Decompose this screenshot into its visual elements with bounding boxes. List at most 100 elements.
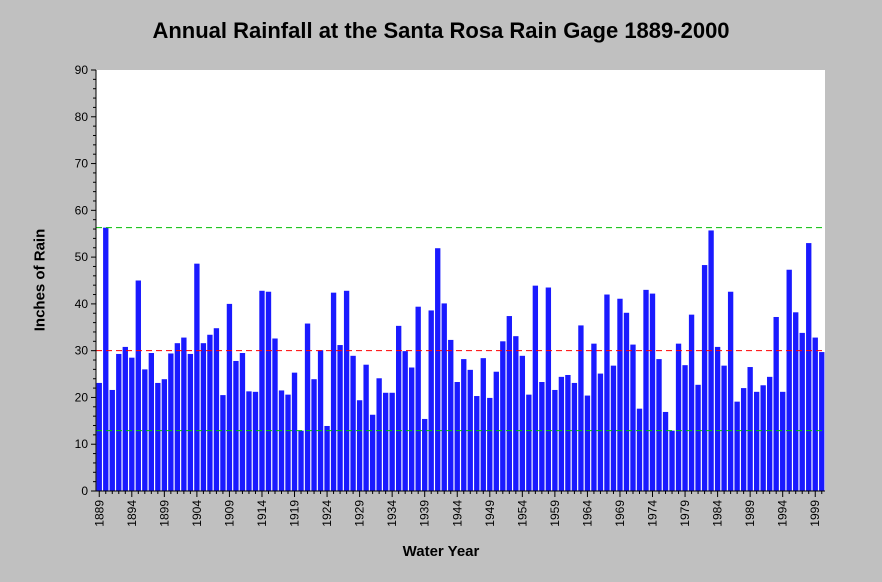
bar-1997 [799,332,805,491]
bar-1966 [597,373,604,491]
y-tick-label-20: 20 [75,390,89,404]
bar-1990 [753,391,760,491]
bar-1900 [168,353,174,491]
bar-1993 [773,316,779,491]
bar-1963 [578,325,584,491]
bar-1985 [721,365,727,491]
bar-1909 [226,303,233,491]
bar-1907 [213,328,220,491]
x-tick-label-1909: 1909 [222,500,236,527]
bar-1939 [422,418,428,491]
bar-1933 [382,392,389,491]
bar-1940 [428,310,434,491]
bar-1889 [96,382,102,491]
bar-1994 [780,391,786,491]
bar-1986 [727,291,734,491]
bar-1952 [506,316,512,491]
bar-1920 [298,430,304,491]
bar-1983 [708,230,714,491]
x-axis-label: Water Year [402,543,480,560]
x-tick-label-1984: 1984 [711,500,725,527]
bar-1982 [701,265,708,491]
y-tick-label-30: 30 [75,344,89,358]
y-tick-label-40: 40 [75,297,89,311]
bar-1895 [135,280,141,491]
bar-1974 [649,293,656,491]
bar-1918 [285,394,291,491]
reference-lines [96,227,825,432]
y-tick-label-10: 10 [75,437,89,451]
bar-2000 [819,352,825,491]
bar-1969 [617,298,623,491]
bar-1937 [409,367,415,491]
x-tick-label-1964: 1964 [580,500,594,527]
bar-1965 [591,343,597,491]
axes [95,70,825,492]
bar-1958 [545,287,552,491]
bar-1945 [461,359,467,491]
bar-1953 [513,336,519,491]
bar-1893 [122,346,128,491]
bar-1908 [220,395,226,491]
bar-1931 [369,414,376,491]
bar-1995 [786,269,792,491]
bar-1923 [317,350,324,491]
bar-1998 [806,243,812,491]
bar-1941 [435,248,441,491]
bar-1910 [233,360,239,491]
bar-1932 [376,378,382,491]
bar-1914 [259,290,265,491]
bar-1947 [474,396,480,491]
x-ticks: 1889 1894 1899 1904 1909 1914 1919 1924 1929 1934… [92,491,823,527]
bar-1967 [604,294,610,491]
bar-1916 [272,338,278,491]
bar-1960 [558,376,565,491]
bar-1961 [565,374,571,491]
bar-1955 [526,394,532,491]
bar-1903 [187,353,194,491]
bar-1948 [480,358,486,491]
y-tick-label-70: 70 [75,157,89,171]
x-tick-label-1949: 1949 [483,500,497,527]
bar-1949 [487,397,493,491]
bar-1979 [682,365,688,491]
x-tick-label-1934: 1934 [385,500,399,527]
y-tick-label-0: 0 [81,484,88,498]
bar-1912 [246,391,252,491]
bar-1944 [454,382,460,491]
x-tick-label-1914: 1914 [255,500,269,527]
bar-1992 [767,376,773,491]
bar-1973 [643,289,649,491]
x-tick-label-1979: 1979 [678,500,692,527]
bar-1981 [695,384,701,491]
bar-1975 [656,359,662,491]
bar-1898 [155,382,161,491]
y-tick-label-50: 50 [75,250,89,264]
bar-1922 [311,379,317,491]
bar-1976 [662,411,669,491]
bar-1984 [714,346,721,491]
bar-1935 [396,325,402,491]
bar-1988 [740,388,747,491]
y-tick-label-80: 80 [75,110,89,124]
bar-1894 [129,357,135,491]
bar-1919 [291,372,298,491]
bar-1962 [571,382,578,491]
bar-1977 [669,430,675,491]
x-tick-label-1939: 1939 [418,500,432,527]
bar-1968 [610,365,617,491]
bar-1901 [174,343,181,491]
bar-1957 [539,382,545,491]
chart-title: Annual Rainfall at the Santa Rosa Rain G… [152,18,730,43]
bar-1921 [304,323,311,491]
bar-1934 [389,392,395,491]
bar-1913 [252,391,259,491]
x-tick-label-1944: 1944 [450,500,464,527]
bar-1906 [207,334,213,491]
bar-1930 [363,364,369,491]
bar-1917 [278,390,285,491]
bar-1951 [500,341,506,491]
bar-1954 [519,355,526,491]
bar-1989 [747,367,753,491]
